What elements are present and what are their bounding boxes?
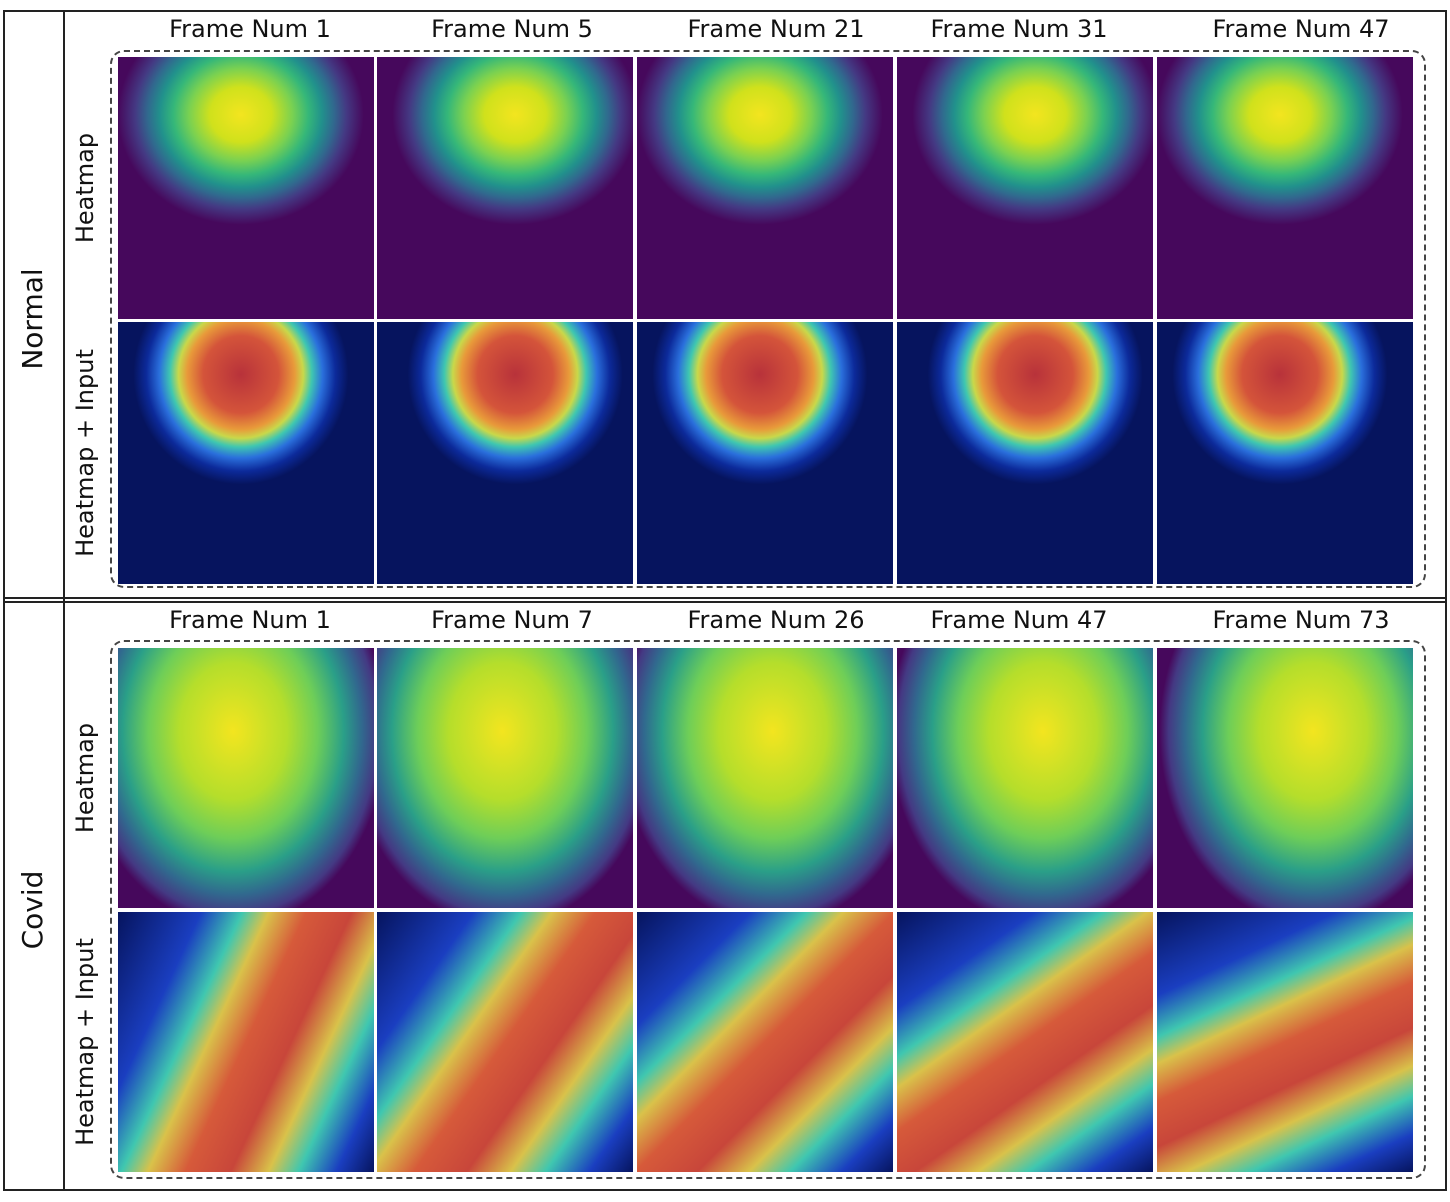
column-header: Frame Num 47 — [1212, 15, 1390, 43]
dashed-frame — [110, 640, 1426, 1179]
overlay-image — [118, 912, 374, 1172]
overlay-image — [377, 912, 633, 1172]
row-label: Heatmap — [71, 132, 99, 244]
heatmap-image — [897, 57, 1153, 319]
heatmap-image — [637, 57, 893, 319]
column-header: Frame Num 5 — [431, 15, 593, 43]
heatmap-image — [377, 57, 633, 319]
border-line — [3, 10, 5, 1191]
column-header: Frame Num 73 — [1212, 606, 1390, 634]
heatmap-image — [897, 648, 1153, 908]
column-header: Frame Num 1 — [169, 606, 331, 634]
column-header: Frame Num 7 — [431, 606, 593, 634]
dashed-frame — [110, 50, 1426, 588]
overlay-image — [897, 912, 1153, 1172]
column-header: Frame Num 47 — [930, 606, 1108, 634]
heatmap-image — [118, 648, 374, 908]
overlay-image — [897, 322, 1153, 584]
column-header: Frame Num 1 — [169, 15, 331, 43]
border-line — [3, 601, 1447, 603]
overlay-image — [118, 322, 374, 584]
border-line — [3, 10, 1447, 12]
border-line — [63, 10, 65, 1191]
overlay-image — [1157, 912, 1413, 1172]
row-label: Heatmap — [71, 722, 99, 834]
overlay-image — [637, 912, 893, 1172]
border-line — [1445, 10, 1447, 1191]
border-line — [3, 597, 1447, 599]
overlay-image — [637, 322, 893, 584]
row-label: Heatmap + Input — [71, 938, 99, 1146]
overlay-image — [1157, 322, 1413, 584]
column-header: Frame Num 26 — [687, 606, 865, 634]
heatmap-image — [1157, 57, 1413, 319]
heatmap-image — [637, 648, 893, 908]
overlay-image — [377, 322, 633, 584]
border-line — [3, 1189, 1447, 1191]
column-header: Frame Num 31 — [930, 15, 1108, 43]
row-label: Heatmap + Input — [71, 349, 99, 557]
column-header: Frame Num 21 — [687, 15, 865, 43]
section-label: Normal — [16, 268, 49, 370]
section-label: Covid — [16, 870, 49, 949]
heatmap-image — [1157, 648, 1413, 908]
heatmap-image — [118, 57, 374, 319]
heatmap-image — [377, 648, 633, 908]
